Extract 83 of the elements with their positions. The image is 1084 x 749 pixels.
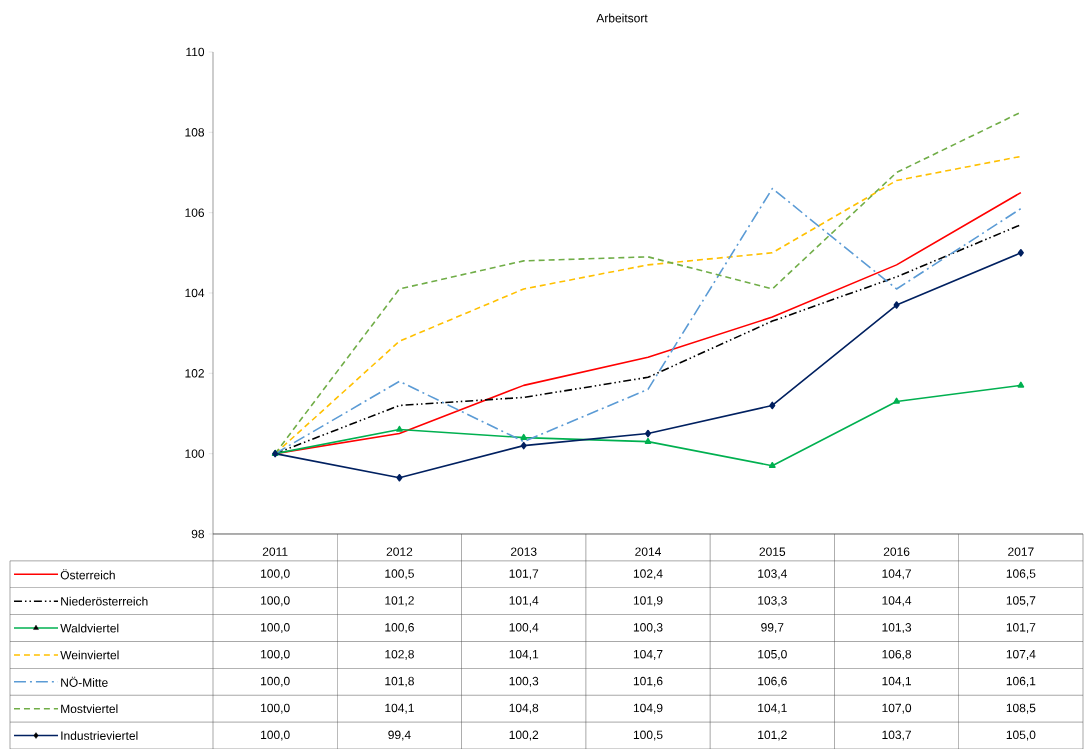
y-tick-label: 104 bbox=[185, 288, 205, 298]
point bbox=[644, 429, 652, 438]
y-tick-label: 98 bbox=[191, 529, 205, 539]
data-label: 103,7 bbox=[882, 730, 911, 741]
data-label: 100,3 bbox=[509, 676, 539, 687]
point bbox=[644, 437, 652, 444]
data-label: 101,3 bbox=[882, 622, 912, 633]
y-tick-label: 110 bbox=[186, 47, 205, 57]
legend-label: Mostviertel bbox=[61, 704, 118, 713]
point bbox=[769, 401, 776, 410]
data-label: 101,6 bbox=[633, 676, 663, 687]
data-label: 106,6 bbox=[758, 676, 787, 687]
data-label: 99,4 bbox=[388, 730, 411, 741]
point bbox=[396, 425, 403, 432]
data-label: 104,7 bbox=[633, 649, 663, 660]
x-tick-label: 2015 bbox=[759, 547, 786, 556]
data-label: 100,0 bbox=[261, 649, 290, 660]
data-label: 104,1 bbox=[882, 676, 911, 687]
point bbox=[1017, 381, 1025, 388]
data-label: 104,8 bbox=[509, 703, 539, 714]
data-label: 101,8 bbox=[385, 676, 414, 687]
data-label: 100,3 bbox=[633, 622, 663, 633]
chart-title: Arbeitsort bbox=[596, 13, 648, 23]
data-label: 99,7 bbox=[761, 622, 784, 633]
data-label: 100,0 bbox=[261, 622, 290, 633]
data-label: 100,6 bbox=[385, 622, 414, 633]
point bbox=[893, 301, 900, 309]
legend-label: Niederösterreich bbox=[61, 596, 148, 606]
data-label: 104,7 bbox=[882, 569, 911, 580]
legend-label: Österreich bbox=[60, 569, 115, 580]
data-label: 106,8 bbox=[882, 649, 912, 660]
data-label: 100,0 bbox=[261, 596, 290, 607]
data-label: 106,1 bbox=[1006, 676, 1036, 687]
x-tick-label: 2014 bbox=[635, 547, 662, 556]
data-label: 101,2 bbox=[758, 730, 787, 741]
y-tick-label: 100 bbox=[185, 449, 205, 458]
data-label: 105,0 bbox=[1006, 730, 1036, 741]
data-label: 100,0 bbox=[261, 703, 290, 714]
data-label: 107,4 bbox=[1006, 649, 1036, 660]
y-tick-label: 106 bbox=[185, 208, 205, 217]
x-tick-label: 2012 bbox=[386, 547, 413, 556]
data-label: 100,5 bbox=[633, 730, 663, 741]
data-label: 101,4 bbox=[509, 596, 539, 607]
data-label: 100,0 bbox=[261, 569, 290, 580]
data-label: 100,2 bbox=[509, 730, 539, 741]
x-tick-label: 2016 bbox=[883, 547, 910, 556]
legend-label: Waldviertel bbox=[60, 623, 119, 633]
data-label: 101,7 bbox=[1006, 622, 1036, 633]
data-label: 105,7 bbox=[1006, 596, 1036, 607]
point bbox=[1017, 248, 1024, 257]
x-tick-label: 2017 bbox=[1008, 547, 1034, 556]
data-label: 102,4 bbox=[633, 569, 663, 580]
data-label: 100,4 bbox=[509, 622, 539, 633]
data-label: 100,0 bbox=[261, 676, 290, 687]
data-label: 101,9 bbox=[633, 596, 663, 607]
data-label: 103,3 bbox=[758, 596, 787, 607]
point bbox=[396, 473, 403, 482]
data-label: 104,1 bbox=[509, 649, 539, 660]
y-tick-label: 108 bbox=[185, 127, 205, 137]
point bbox=[768, 461, 776, 468]
data-label: 101,2 bbox=[385, 596, 414, 607]
data-label: 105,0 bbox=[758, 649, 787, 660]
data-label: 104,1 bbox=[758, 703, 787, 714]
data-label: 104,9 bbox=[633, 703, 663, 714]
data-label: 103,4 bbox=[758, 569, 787, 580]
data-label: 104,1 bbox=[385, 703, 414, 714]
point bbox=[520, 441, 527, 450]
data-label: 100,0 bbox=[261, 730, 290, 741]
point bbox=[520, 433, 528, 440]
y-tick-label: 102 bbox=[185, 368, 204, 378]
data-label: 100,5 bbox=[385, 569, 414, 580]
data-label: 107,0 bbox=[882, 703, 912, 714]
data-label: 104,4 bbox=[882, 596, 912, 607]
x-tick-label: 2011 bbox=[262, 547, 288, 556]
data-label: 106,5 bbox=[1006, 569, 1036, 580]
data-label: 101,7 bbox=[509, 569, 539, 580]
data-label: 102,8 bbox=[385, 649, 414, 660]
legend-label: NÖ-Mitte bbox=[61, 676, 108, 687]
data-label: 108,5 bbox=[1006, 703, 1036, 714]
point bbox=[893, 397, 900, 404]
legend-label: Industrieviertel bbox=[61, 731, 138, 740]
x-tick-label: 2013 bbox=[510, 547, 537, 556]
legend-label: Weinviertel bbox=[60, 650, 119, 660]
